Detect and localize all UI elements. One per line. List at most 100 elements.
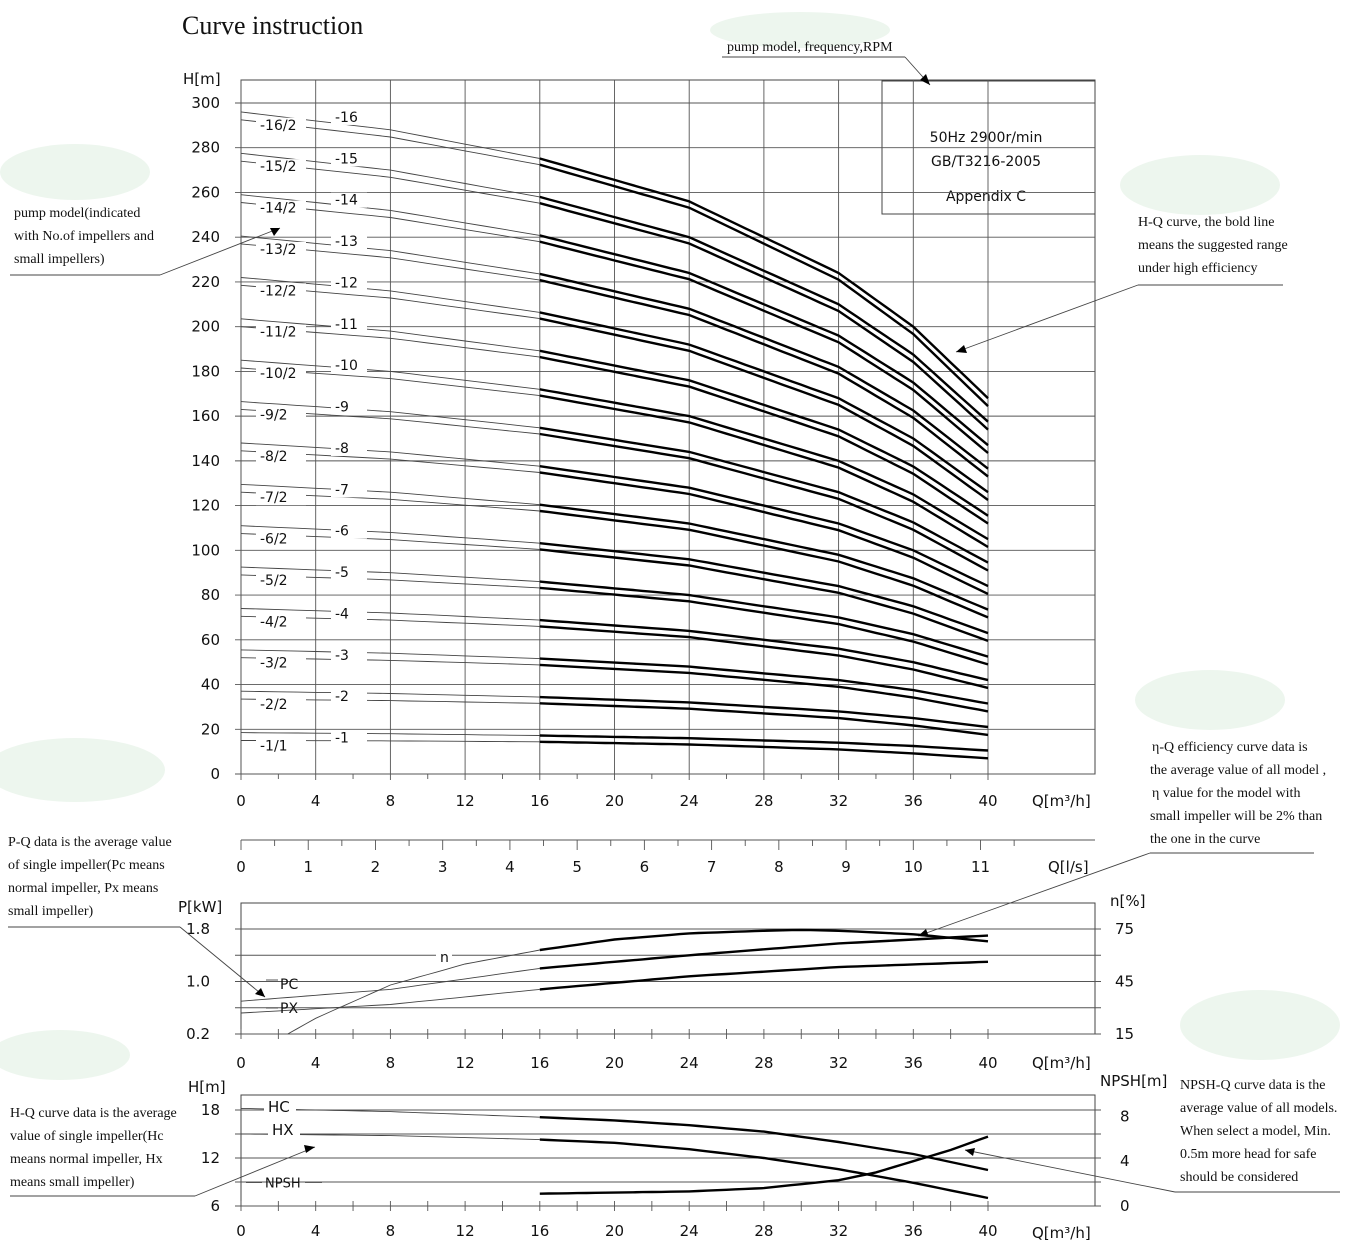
npsh-x-tick-label: 8 (386, 1222, 396, 1240)
curves (240, 111, 989, 1200)
hq-curve-thin (240, 401, 540, 429)
hq-curve-label: -6 (335, 524, 349, 540)
hq-x-tick-label: 40 (978, 792, 997, 810)
hq-curve-label: -1 (335, 731, 349, 747)
pq-curve-thin (240, 988, 540, 1014)
annotation-eta: the average value of all model , (1150, 763, 1326, 778)
hq-x-tick-label: 24 (680, 792, 699, 810)
hq-curve-thin (240, 566, 540, 583)
hq-curve-bold (539, 278, 989, 478)
hq-y-tick-label: 280 (191, 139, 220, 157)
hq-curve-label: -14/2 (260, 201, 297, 217)
hq-curve-label-bg (331, 109, 367, 125)
pc-label: PC (280, 977, 298, 993)
npsh-y2-tick-label: 0 (1120, 1197, 1130, 1215)
hc-label: HC (268, 1098, 290, 1116)
hq-curve-label-bg (256, 324, 306, 340)
ls-tick-label: 5 (572, 858, 582, 876)
hq-curve-label-bg (256, 241, 306, 257)
annotation-pq: P-Q data is the average value (8, 835, 172, 850)
hq-curve-label-bg (256, 407, 306, 423)
hq-y-tick-label: 60 (201, 631, 220, 649)
ls-tick-label: 8 (774, 858, 784, 876)
pq-x-tick-label: 8 (386, 1054, 396, 1072)
ls-tick-label: 6 (640, 858, 650, 876)
hq-curve-bold (539, 272, 989, 470)
hx-label: HX (272, 1121, 294, 1139)
page-title: Curve instruction (182, 11, 363, 40)
npsh-x-tick-label: 24 (680, 1222, 699, 1240)
hq-curve-label: -4 (335, 606, 349, 622)
hq-y-tick-label: 120 (191, 497, 220, 515)
ls-tick-label: 1 (303, 858, 313, 876)
annotation-pq: of single impeller(Pc means (8, 858, 165, 873)
hq-curve-bold (539, 586, 989, 666)
pq-y2-tick-label: 75 (1115, 920, 1134, 938)
hq-y-axis-label: H[m] (183, 70, 221, 88)
annotation-hq-single: means normal impeller, Hx (10, 1152, 163, 1167)
hq-curve-label: -8 (335, 441, 349, 457)
pq-y-tick-label: 0.2 (186, 1025, 210, 1043)
hq-curve-thin (240, 690, 540, 698)
hq-curve-label: -12/2 (260, 283, 297, 299)
grid-lines (235, 79, 1101, 1211)
hq-curve-bold (539, 740, 989, 760)
ls-tick-label: 11 (971, 858, 990, 876)
hq-curve-bold (539, 734, 989, 752)
annotation-npsh: 0.5m more head for safe (1180, 1147, 1316, 1162)
hq-curve-bold (539, 580, 989, 658)
npsh-x-tick-label: 12 (456, 1222, 475, 1240)
annotation-eta: small impeller will be 2% than (1150, 809, 1322, 824)
hq-x-tick-label: 4 (311, 792, 321, 810)
hq-curve-bold (539, 195, 989, 423)
annotation-npsh: NPSH-Q curve data is the (1180, 1078, 1325, 1093)
hq-curve-label: -13 (335, 234, 358, 250)
npsh-y2-tick-label: 4 (1120, 1152, 1130, 1170)
hq-curve-bold (539, 432, 989, 572)
hq-x-axis-label: Q[m³/h] (1032, 792, 1091, 810)
hq-curve-label: -16 (335, 110, 358, 126)
ls-tick-label: 10 (904, 858, 923, 876)
hq-curve-bold (539, 625, 989, 690)
pq-x-tick-label: 0 (236, 1054, 246, 1072)
hq-curve-bold (539, 509, 989, 619)
hq-curve-label: -7 (335, 482, 349, 498)
hq-curve-label: -9/2 (260, 407, 288, 423)
hq-curve-label-bg (256, 117, 306, 133)
annotation-eta: η-Q efficiency curve data is (1152, 740, 1308, 755)
labels: -1/1 -1 -2/2 -2 -3/2 -3 -4/2 -4 -5/2 -5 -6/2 -6 -7/2… (246, 109, 452, 1191)
hq-curve-label-bg (331, 565, 367, 581)
hq-curve-label-bg (256, 159, 306, 175)
hq-y-tick-label: 300 (191, 94, 220, 112)
annotation-hq-single: means small impeller) (10, 1175, 135, 1190)
hq-y-tick-label: 260 (191, 183, 220, 201)
eta-label: n (440, 950, 449, 966)
ls-tick-label: 7 (707, 858, 717, 876)
hq-curve-bold (539, 234, 989, 447)
pq-x-tick-label: 16 (530, 1054, 549, 1072)
hq-curve-label: -3/2 (260, 656, 288, 672)
npsh-curve-bold (539, 1138, 989, 1200)
npsh-curve-bold (539, 1116, 989, 1172)
hq-curve-bold (539, 548, 989, 643)
hq-curve-bold (539, 702, 989, 737)
hq-x-tick-label: 8 (386, 792, 396, 810)
annotation-pump-model: pump model(indicated (14, 206, 140, 221)
annotation-hq-bold: H-Q curve, the bold line (1138, 215, 1274, 230)
npsh-y2-axis-label: NPSH[m] (1100, 1072, 1167, 1090)
pq-curve-bold (539, 934, 989, 970)
hq-y-tick-label: 240 (191, 228, 220, 246)
info-box-line: Appendix C (946, 189, 1026, 205)
npsh-x-tick-label: 40 (978, 1222, 997, 1240)
hq-curve-bold (539, 163, 989, 407)
hq-curve-label: -13/2 (260, 242, 297, 258)
hq-curve-label-bg (256, 366, 306, 382)
pq-y-tick-label: 1.0 (186, 973, 210, 991)
hq-curve-label: -14 (335, 193, 358, 209)
pq-x-tick-label: 4 (311, 1054, 321, 1072)
annotation-pq: small impeller) (8, 904, 93, 919)
annotation-hq-single: value of single impeller(Hc (10, 1129, 164, 1144)
hq-curve-bold (539, 503, 989, 611)
hq-y-tick-label: 200 (191, 318, 220, 336)
hq-curve-label: -12 (335, 275, 358, 291)
